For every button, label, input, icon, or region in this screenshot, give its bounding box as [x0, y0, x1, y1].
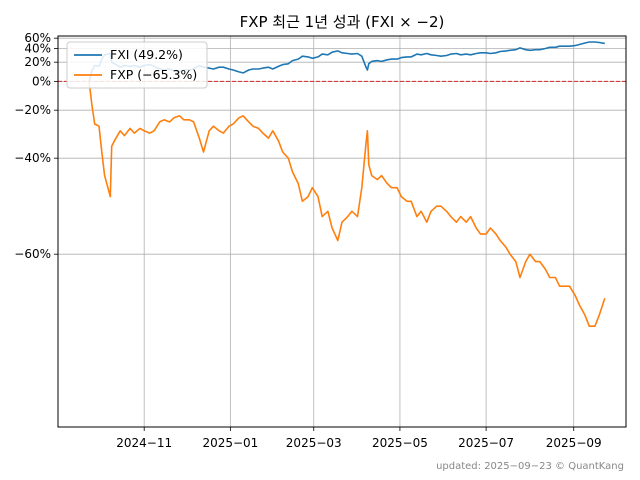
x-tick-label: 2024−11: [116, 436, 172, 450]
y-tick-label: −40%: [14, 151, 51, 165]
x-tick-label: 2025−01: [202, 436, 258, 450]
footer-credit: updated: 2025−09−23 © QuantKang: [436, 461, 624, 472]
grid: [58, 36, 626, 427]
legend-box: [66, 41, 208, 89]
x-tick-label: 2025−05: [372, 436, 428, 450]
x-tick-label: 2025−09: [546, 436, 602, 450]
fxp-series-line: [88, 81, 606, 327]
y-tick-label: −20%: [14, 103, 51, 117]
y-tick-label: 0%: [32, 74, 51, 88]
y-tick-label: 20%: [24, 55, 51, 69]
x-tick-label: 2025−07: [458, 436, 514, 450]
plot-frame: [57, 35, 627, 428]
x-tick-label: 2025−03: [286, 436, 342, 450]
y-tick-label: 40%: [24, 41, 51, 55]
legend: FXI (49.2%) FXP (−65.3%): [66, 41, 208, 89]
y-tick-label: −60%: [14, 247, 51, 261]
y-axis: 60%40%20% 0% −20% −40% −60%: [14, 31, 58, 261]
chart-title: FXP 최근 1년 성과 (FXI × −2): [240, 13, 445, 31]
legend-label-fxi: FXI (49.2%): [110, 47, 183, 62]
x-axis: 2024−11 2025−01 2025−03 2025−05 2025−07 2025−…: [116, 427, 602, 450]
y-tick-label: 60%: [24, 31, 51, 45]
legend-label-fxp: FXP (−65.3%): [110, 67, 197, 82]
